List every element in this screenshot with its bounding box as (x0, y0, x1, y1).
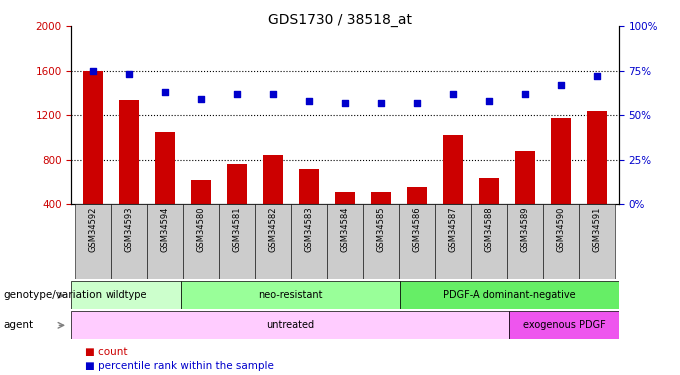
Point (124, 71, 135, 77)
Bar (543, 204, 579, 279)
Bar (291, 204, 327, 279)
Bar (183, 204, 219, 279)
Bar (515, 151, 535, 204)
Text: genotype/variation: genotype/variation (3, 290, 103, 300)
Point (411, 100, 422, 106)
Text: GSM34580: GSM34580 (197, 207, 205, 252)
Bar (75, 204, 111, 279)
Text: ■ percentile rank within the sample: ■ percentile rank within the sample (85, 361, 274, 370)
Text: GSM34591: GSM34591 (593, 207, 602, 252)
Text: exogenous PDGF: exogenous PDGF (523, 320, 605, 330)
Bar (255, 204, 291, 279)
Bar (335, 192, 355, 204)
Bar (371, 192, 391, 204)
Bar (191, 180, 211, 204)
Text: GSM34588: GSM34588 (485, 207, 494, 252)
Text: GSM34590: GSM34590 (557, 207, 566, 252)
Point (592, 73, 602, 79)
Bar (71, 311, 509, 339)
Text: GSM34589: GSM34589 (521, 207, 530, 252)
Bar (400, 281, 619, 309)
Text: PDGF-A dominant-negative: PDGF-A dominant-negative (443, 290, 576, 300)
Point (232, 91, 243, 97)
Text: GDS1730 / 38518_at: GDS1730 / 38518_at (268, 13, 412, 27)
Bar (71, 281, 181, 309)
Bar (509, 311, 619, 339)
Point (340, 100, 351, 106)
Text: GSM34583: GSM34583 (305, 207, 313, 252)
Point (556, 82, 566, 88)
Point (160, 89, 171, 95)
Bar (155, 132, 175, 204)
Point (196, 96, 207, 102)
Bar (327, 204, 363, 279)
Bar (579, 204, 615, 279)
Text: GSM34584: GSM34584 (341, 207, 350, 252)
Bar (507, 204, 543, 279)
Bar (363, 204, 399, 279)
Point (304, 98, 315, 104)
Text: GSM34581: GSM34581 (233, 207, 241, 252)
Bar (588, 111, 607, 204)
Bar (263, 155, 283, 204)
Bar (479, 178, 499, 204)
Text: GSM34592: GSM34592 (88, 207, 97, 252)
Text: GSM34585: GSM34585 (377, 207, 386, 252)
Text: ■ count: ■ count (85, 348, 128, 357)
Point (268, 91, 279, 97)
Point (375, 100, 386, 106)
Bar (147, 204, 183, 279)
Bar (181, 281, 400, 309)
Text: GSM34587: GSM34587 (449, 207, 458, 252)
Text: GSM34586: GSM34586 (413, 207, 422, 252)
Bar (407, 187, 427, 204)
Bar (399, 204, 435, 279)
Bar (471, 204, 507, 279)
Text: GSM34594: GSM34594 (160, 207, 169, 252)
Bar (443, 135, 463, 204)
Point (88, 68, 99, 74)
Text: GSM34582: GSM34582 (269, 207, 277, 252)
Bar (227, 164, 247, 204)
Bar (119, 100, 139, 204)
Bar (435, 204, 471, 279)
Point (483, 98, 494, 104)
Point (520, 91, 530, 97)
Text: neo-resistant: neo-resistant (258, 290, 322, 300)
Bar (111, 204, 147, 279)
Text: GSM34593: GSM34593 (124, 207, 133, 252)
Text: untreated: untreated (267, 320, 314, 330)
Bar (83, 71, 103, 204)
Text: wildtype: wildtype (105, 290, 147, 300)
Bar (551, 117, 571, 204)
Text: agent: agent (3, 320, 33, 330)
Point (447, 91, 458, 97)
Bar (299, 169, 319, 204)
Bar (219, 204, 255, 279)
